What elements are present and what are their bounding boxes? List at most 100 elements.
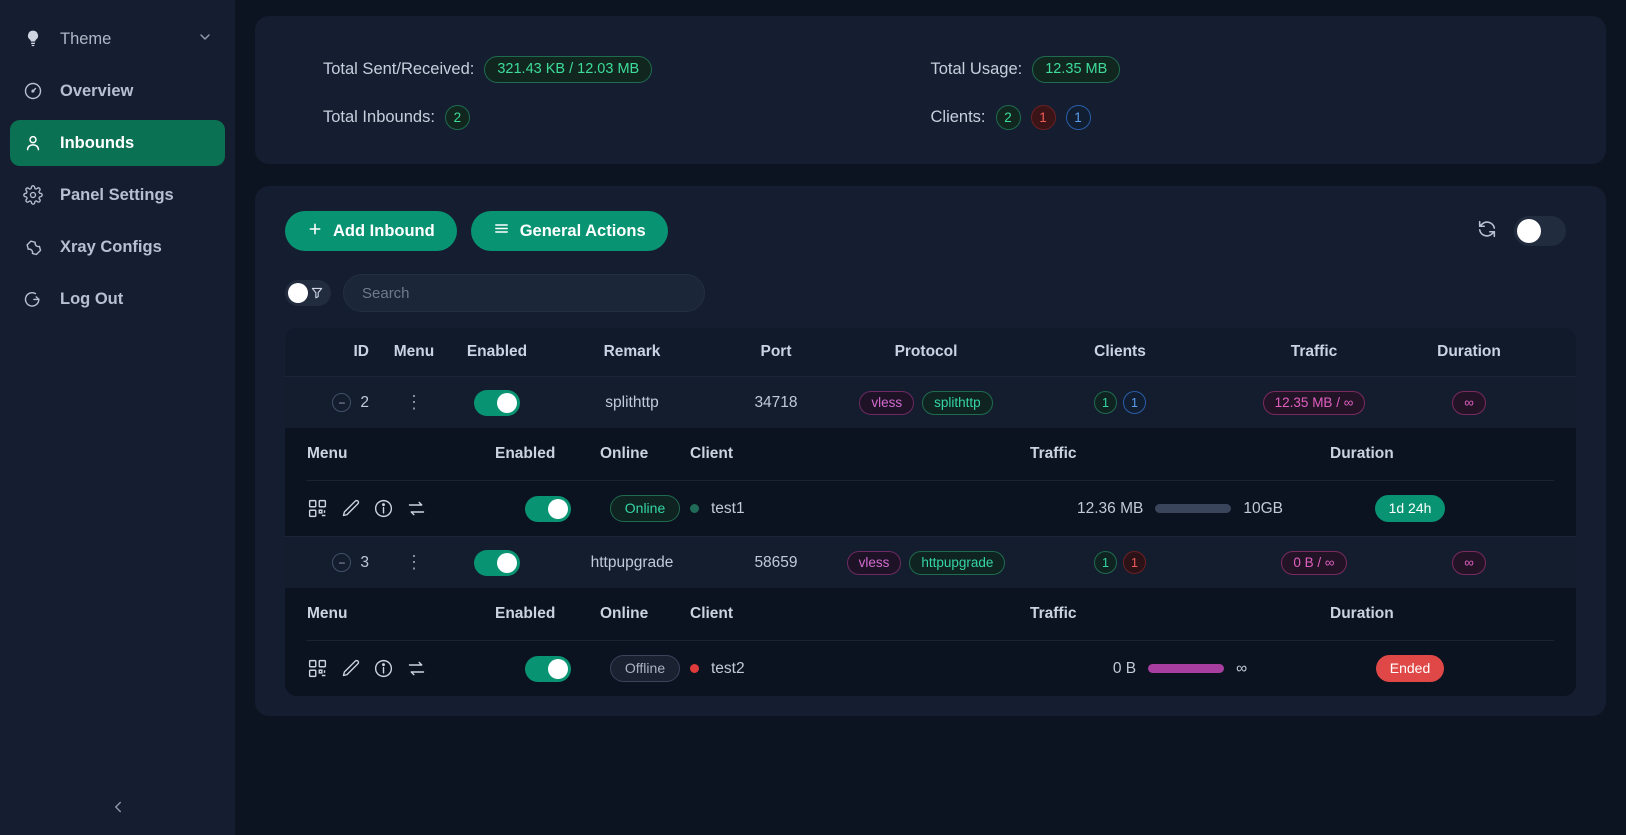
client-online-badge: Offline [609,655,681,682]
header-traffic[interactable]: Traffic [1290,343,1338,360]
refresh-icon[interactable] [1476,218,1498,245]
add-inbound-button[interactable]: Add Inbound [285,211,457,251]
general-actions-label: General Actions [519,221,646,240]
total-sent-received: Total Sent/Received: 321.43 KB / 12.03 M… [323,56,931,84]
user-icon [22,132,44,154]
client-enabled-toggle[interactable] [524,655,571,682]
info-icon[interactable] [373,658,394,679]
header-enabled[interactable]: Enabled [466,343,528,360]
row-duration-cell: ∞ [1409,390,1529,415]
sidebar-item-theme[interactable]: Theme [10,16,225,62]
sidebar-item-label: Panel Settings [60,185,174,204]
sidebar: Theme Overview Inbounds Panel Settings [0,0,235,835]
client-row[interactable]: Online test1 12.36 MB 10GB 1d 24h [307,480,1554,536]
logout-icon [22,288,44,310]
auto-refresh-toggle[interactable] [1514,216,1566,246]
total-inbounds: Total Inbounds: 2 [323,105,931,131]
header-port[interactable]: Port [760,343,792,360]
sidebar-item-panel-settings[interactable]: Panel Settings [10,172,225,218]
transport-tag: splithttp [922,390,993,415]
reset-icon[interactable] [406,498,427,519]
sub-header-traffic: Traffic [1030,445,1077,462]
row-enabled-toggle[interactable] [474,389,520,416]
client-enabled-cell [495,655,600,682]
row-duration-cell: ∞ [1409,550,1529,575]
row-menu-button[interactable]: ⋮ [377,553,451,571]
inbounds-table: ID Menu Enabled Remark Port Protocol Cli… [285,328,1576,696]
sidebar-item-overview[interactable]: Overview [10,68,225,114]
sidebar-item-label: Inbounds [60,133,135,152]
header-remark[interactable]: Remark [603,343,661,360]
gear-icon [22,184,44,206]
table-row[interactable]: − 3 ⋮ httpupgrade 58659 vless httpupgrad… [285,536,1576,588]
client-duration-badge: Ended [1375,655,1445,682]
info-icon[interactable] [373,498,394,519]
table-row[interactable]: − 2 ⋮ splithttp 34718 vless splithttp 1 [285,376,1576,428]
row-id-cell: − 3 [285,553,377,572]
stats-card: Total Sent/Received: 321.43 KB / 12.03 M… [255,16,1606,164]
filter-toggle[interactable] [285,280,331,306]
sidebar-item-label: Xray Configs [60,237,162,256]
search-input[interactable] [343,274,705,312]
row-enabled-cell [451,549,543,576]
total-sent-received-value: 321.43 KB / 12.03 MB [484,56,653,84]
stats-right-column: Total Usage: 12.35 MB Clients: 2 1 1 [931,56,1539,164]
sub-header-enabled: Enabled [495,445,556,462]
row-enabled-toggle[interactable] [474,549,520,576]
client-name-cell: test2 [690,660,1030,678]
row-protocol-cell: vless httpupgrade [831,550,1021,575]
sidebar-collapse-button[interactable] [0,798,235,821]
client-duration-cell: Ended [1330,655,1490,682]
header-protocol[interactable]: Protocol [894,343,958,360]
general-actions-button[interactable]: General Actions [470,211,668,251]
header-clients[interactable]: Clients [1094,343,1146,360]
bulb-icon [22,28,44,50]
wrench-icon [22,236,44,258]
client-name: test1 [711,499,745,517]
main-content: Total Sent/Received: 321.43 KB / 12.03 M… [235,0,1626,835]
row-duration: ∞ [1452,550,1486,575]
subtable-header: Menu Enabled Online Client Traffic Durat… [307,588,1554,640]
protocol-tag: vless [859,390,915,415]
header-menu[interactable]: Menu [393,343,435,360]
qr-icon[interactable] [307,498,328,519]
header-duration[interactable]: Duration [1437,343,1501,360]
row-port: 58659 [754,553,798,571]
sub-header-client: Client [690,605,734,622]
sub-header-duration: Duration [1330,445,1394,462]
add-inbound-label: Add Inbound [333,221,435,240]
row-port: 34718 [754,393,798,411]
client-name-cell: test1 [690,500,1030,518]
edit-icon[interactable] [340,498,361,519]
clients-active-badge: 1 [1094,391,1117,414]
chevron-down-icon[interactable] [197,29,213,50]
row-remark: httpupgrade [590,553,674,571]
collapse-row-icon[interactable]: − [332,393,352,412]
client-traffic-used: 12.36 MB [1077,499,1144,517]
total-usage-value: 12.35 MB [1032,56,1121,84]
row-clients-cell: 1 1 [1021,551,1219,574]
status-dot-icon [690,664,699,673]
sidebar-item-log-out[interactable]: Log Out [10,276,225,322]
client-row[interactable]: Offline test2 0 B ∞ Ended [307,640,1554,696]
client-duration-cell: 1d 24h [1330,495,1490,522]
reset-icon[interactable] [406,658,427,679]
chevron-left-icon [109,798,127,821]
header-id[interactable]: ID [353,343,370,360]
row-menu-button[interactable]: ⋮ [377,393,451,411]
transport-tag: httpupgrade [909,550,1006,575]
sidebar-item-label: Log Out [60,289,124,308]
client-traffic-used: 0 B [1112,659,1137,677]
row-traffic: 12.35 MB / ∞ [1262,390,1366,415]
client-enabled-toggle[interactable] [524,495,571,522]
sidebar-item-xray-configs[interactable]: Xray Configs [10,224,225,270]
clients-online-badge: 1 [1123,391,1146,414]
client-traffic-bar [1148,664,1225,673]
sidebar-item-inbounds[interactable]: Inbounds [10,120,225,166]
edit-icon[interactable] [340,658,361,679]
client-name: test2 [711,659,745,677]
collapse-row-icon[interactable]: − [332,553,352,572]
qr-icon[interactable] [307,658,328,679]
clients-subtable: Menu Enabled Online Client Traffic Durat… [285,588,1576,696]
sub-header-traffic: Traffic [1030,605,1077,622]
